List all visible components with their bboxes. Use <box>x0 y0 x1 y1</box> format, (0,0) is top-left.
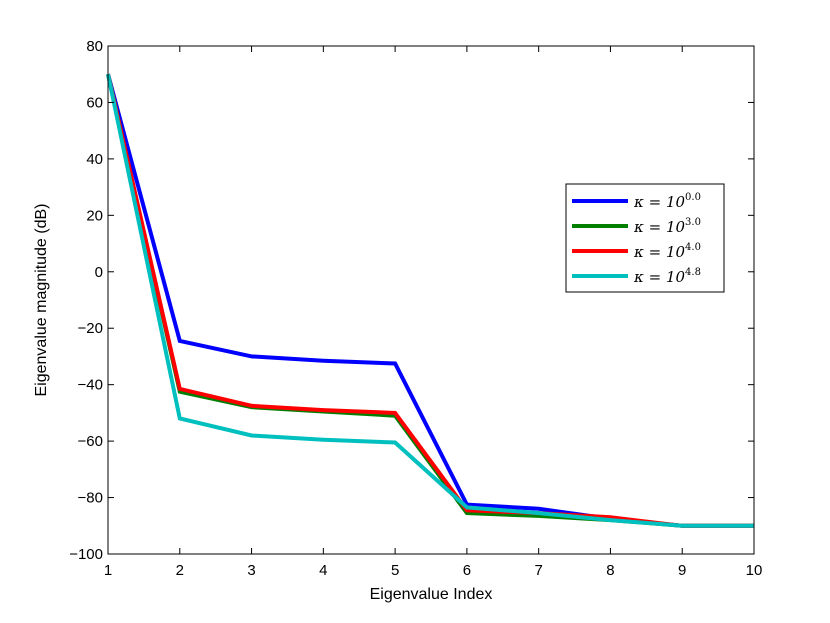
series-line-2 <box>106 73 754 528</box>
y-tick-label: 40 <box>86 151 103 168</box>
series-layer <box>106 73 754 528</box>
y-tick-label: −40 <box>78 377 103 394</box>
x-axis-label: Eigenvalue Index <box>370 586 493 603</box>
x-tick-label: 3 <box>247 562 255 579</box>
legend-entry-1: κ = 100.0 <box>633 192 701 211</box>
x-tick-label: 2 <box>176 562 184 579</box>
plot-frame <box>107 45 755 555</box>
series-line-1 <box>106 73 754 528</box>
legend-entry-4: κ = 104.8 <box>633 267 701 286</box>
legend-entry-exponent: 4.8 <box>685 267 701 278</box>
y-tick-label: 80 <box>86 38 103 55</box>
series-line-3 <box>106 73 754 528</box>
x-tick-label: 5 <box>391 562 399 579</box>
legend-entry-base: κ = 10 <box>633 193 685 211</box>
x-tick-label: 1 <box>104 562 112 579</box>
y-tick-label: 60 <box>86 94 103 111</box>
x-tick-label: 4 <box>319 562 327 579</box>
legend-entry-base: κ = 10 <box>633 218 685 236</box>
legend-entry-base: κ = 10 <box>633 268 685 286</box>
y-axis-label: Eigenvalue magnitude (dB) <box>33 203 50 396</box>
ticks-layer: 1 2 3 4 5 6 7 8 9 10 −100 −80 −60 −40 −20 0 20 40 60 80 <box>69 38 762 579</box>
legend-entry-2: κ = 103.0 <box>633 217 701 236</box>
x-tick-label: 6 <box>463 562 471 579</box>
y-tick-label: −60 <box>78 433 103 450</box>
x-tick-label: 8 <box>606 562 614 579</box>
y-tick-label: 20 <box>86 207 103 224</box>
legend: κ = 100.0κ = 103.0κ = 104.0κ = 104.8 <box>565 183 725 293</box>
legend-entry-base: κ = 10 <box>633 243 685 261</box>
legend-entry-exponent: 0.0 <box>685 192 701 203</box>
legend-entry-exponent: 4.0 <box>685 242 701 253</box>
legend-entry-3: κ = 104.0 <box>633 242 701 261</box>
y-tick-label: −100 <box>69 546 103 563</box>
legend-entry-exponent: 3.0 <box>685 217 701 228</box>
x-tick-label: 7 <box>534 562 542 579</box>
x-tick-label: 10 <box>746 562 763 579</box>
y-tick-label: −20 <box>78 320 103 337</box>
x-tick-label: 9 <box>678 562 686 579</box>
y-tick-label: −80 <box>78 490 103 507</box>
series-line-4 <box>106 73 754 528</box>
y-tick-label: 0 <box>95 264 103 281</box>
